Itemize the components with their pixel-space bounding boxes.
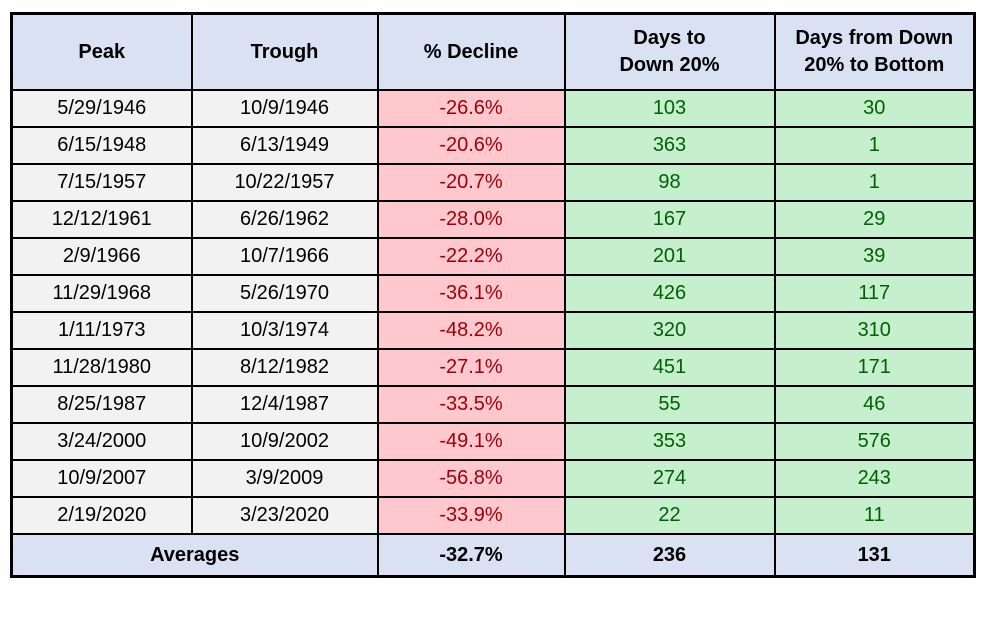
days-to-down20-value: 353 <box>563 422 776 461</box>
trough-date: 10/7/1966 <box>190 237 379 276</box>
decline-value: -22.2% <box>376 237 566 276</box>
decline-value: -48.2% <box>376 311 566 350</box>
decline-value: -20.6% <box>376 126 566 165</box>
table-row: 3/24/2000 10/9/2002 -49.1% 353 576 <box>10 422 976 461</box>
trough-date: 12/4/1987 <box>190 385 379 424</box>
decline-value: -26.6% <box>376 89 566 128</box>
peak-date: 3/24/2000 <box>10 422 193 461</box>
table-row: 11/28/1980 8/12/1982 -27.1% 451 171 <box>10 348 976 387</box>
table-row: 6/15/1948 6/13/1949 -20.6% 363 1 <box>10 126 976 165</box>
peak-date: 12/12/1961 <box>10 200 193 239</box>
trough-date: 10/22/1957 <box>190 163 379 202</box>
peak-date: 7/15/1957 <box>10 163 193 202</box>
column-header-days-to-down20: Days to Down 20% <box>563 12 776 91</box>
average-days-down20-to-bottom-value: 131 <box>773 533 976 578</box>
days-down20-to-bottom-value: 46 <box>773 385 976 424</box>
days-down20-to-bottom-value: 29 <box>773 200 976 239</box>
trough-date: 10/9/2002 <box>190 422 379 461</box>
days-to-down20-value: 363 <box>563 126 776 165</box>
column-header-trough: Trough <box>190 12 379 91</box>
table-row: 12/12/1961 6/26/1962 -28.0% 167 29 <box>10 200 976 239</box>
decline-value: -49.1% <box>376 422 566 461</box>
peak-date: 11/29/1968 <box>10 274 193 313</box>
header-row: Peak Trough % Decline Days to Down 20% D… <box>10 12 976 91</box>
averages-row: Averages -32.7% 236 131 <box>10 533 976 578</box>
peak-date: 1/11/1973 <box>10 311 193 350</box>
peak-date: 2/19/2020 <box>10 496 193 535</box>
trough-date: 6/26/1962 <box>190 200 379 239</box>
averages-label: Averages <box>10 533 379 578</box>
days-down20-to-bottom-value: 117 <box>773 274 976 313</box>
column-header-peak: Peak <box>10 12 193 91</box>
days-to-down20-value: 201 <box>563 237 776 276</box>
table-row: 10/9/2007 3/9/2009 -56.8% 274 243 <box>10 459 976 498</box>
average-days-to-down20-value: 236 <box>563 533 776 578</box>
table-row: 2/19/2020 3/23/2020 -33.9% 22 11 <box>10 496 976 535</box>
peak-date: 5/29/1946 <box>10 89 193 128</box>
trough-date: 3/9/2009 <box>190 459 379 498</box>
trough-date: 10/9/1946 <box>190 89 379 128</box>
days-to-down20-value: 22 <box>563 496 776 535</box>
days-to-down20-value: 320 <box>563 311 776 350</box>
column-header-decline: % Decline <box>376 12 566 91</box>
days-down20-to-bottom-value: 11 <box>773 496 976 535</box>
table-row: 8/25/1987 12/4/1987 -33.5% 55 46 <box>10 385 976 424</box>
trough-date: 3/23/2020 <box>190 496 379 535</box>
decline-value: -33.5% <box>376 385 566 424</box>
decline-value: -33.9% <box>376 496 566 535</box>
peak-date: 8/25/1987 <box>10 385 193 424</box>
decline-value: -20.7% <box>376 163 566 202</box>
days-to-down20-value: 451 <box>563 348 776 387</box>
decline-value: -28.0% <box>376 200 566 239</box>
decline-value: -56.8% <box>376 459 566 498</box>
days-to-down20-value: 55 <box>563 385 776 424</box>
days-down20-to-bottom-value: 30 <box>773 89 976 128</box>
table-row: 1/11/1973 10/3/1974 -48.2% 320 310 <box>10 311 976 350</box>
decline-value: -27.1% <box>376 348 566 387</box>
trough-date: 6/13/1949 <box>190 126 379 165</box>
days-down20-to-bottom-value: 310 <box>773 311 976 350</box>
decline-value: -36.1% <box>376 274 566 313</box>
table-row: 7/15/1957 10/22/1957 -20.7% 98 1 <box>10 163 976 202</box>
table-row: 2/9/1966 10/7/1966 -22.2% 201 39 <box>10 237 976 276</box>
average-decline-value: -32.7% <box>376 533 566 578</box>
peak-date: 2/9/1966 <box>10 237 193 276</box>
trough-date: 5/26/1970 <box>190 274 379 313</box>
table-row: 11/29/1968 5/26/1970 -36.1% 426 117 <box>10 274 976 313</box>
market-declines-table: Peak Trough % Decline Days to Down 20% D… <box>10 12 976 578</box>
peak-date: 11/28/1980 <box>10 348 193 387</box>
table-row: 5/29/1946 10/9/1946 -26.6% 103 30 <box>10 89 976 128</box>
days-to-down20-value: 167 <box>563 200 776 239</box>
peak-date: 10/9/2007 <box>10 459 193 498</box>
peak-date: 6/15/1948 <box>10 126 193 165</box>
trough-date: 8/12/1982 <box>190 348 379 387</box>
days-down20-to-bottom-value: 171 <box>773 348 976 387</box>
days-to-down20-value: 274 <box>563 459 776 498</box>
days-down20-to-bottom-value: 1 <box>773 126 976 165</box>
days-down20-to-bottom-value: 243 <box>773 459 976 498</box>
days-to-down20-value: 426 <box>563 274 776 313</box>
column-header-days-down20-to-bottom: Days from Down 20% to Bottom <box>773 12 976 91</box>
days-down20-to-bottom-value: 39 <box>773 237 976 276</box>
days-down20-to-bottom-value: 1 <box>773 163 976 202</box>
trough-date: 10/3/1974 <box>190 311 379 350</box>
days-to-down20-value: 103 <box>563 89 776 128</box>
days-to-down20-value: 98 <box>563 163 776 202</box>
days-down20-to-bottom-value: 576 <box>773 422 976 461</box>
